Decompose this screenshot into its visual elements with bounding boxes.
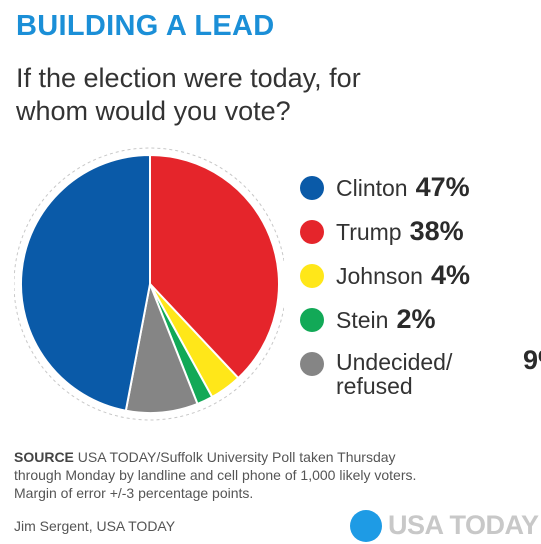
source-note: SOURCE USA TODAY/Suffolk University Poll… [14, 448, 534, 502]
source-line-3: Margin of error +/-3 percentage points. [14, 485, 254, 501]
brand-dot-icon [350, 510, 382, 542]
legend-name: Johnson [336, 263, 423, 289]
source-text: USA TODAY/Suffolk University Poll taken … [73, 449, 396, 465]
legend-item-stein: Stein 2% [300, 304, 535, 348]
legend: Clinton 47% Trump 38% Johnson 4% Stein 2% Un… [300, 172, 541, 398]
pie-chart [14, 147, 284, 421]
source-line-2: through Monday by landline and cell phon… [14, 467, 417, 483]
pie-slices [19, 154, 280, 414]
legend-label-stein: Stein 2% [336, 304, 435, 335]
legend-name-line-2: refused [336, 373, 413, 399]
legend-value: 47% [415, 172, 470, 202]
legend-label-trump: Trump 38% [336, 216, 464, 247]
legend-swatch-stein [300, 308, 324, 332]
source-label: SOURCE [14, 449, 74, 465]
chart-title: BUILDING A LEAD [16, 10, 275, 42]
legend-value: 9% [523, 345, 541, 375]
legend-item-johnson: Johnson 4% [300, 260, 535, 304]
legend-label-undecided: Undecided/refused 9% [336, 347, 541, 399]
chart-subtitle: If the election were today, for whom wou… [16, 62, 516, 128]
brand-name: USA TODAY [388, 510, 539, 540]
legend-item-undecided: Undecided/refused 9% [300, 347, 541, 398]
pie-slice-trump [149, 154, 280, 380]
legend-value: 38% [409, 216, 464, 246]
legend-label-clinton: Clinton 47% [336, 172, 470, 203]
legend-swatch-johnson [300, 264, 324, 288]
legend-item-clinton: Clinton 47% [300, 172, 535, 216]
legend-name: Trump [336, 219, 402, 245]
legend-item-trump: Trump 38% [300, 216, 535, 260]
legend-swatch-trump [300, 220, 324, 244]
pie-slice-clinton [19, 154, 151, 412]
credit-text: Jim Sergent, USA TODAY [14, 518, 176, 534]
legend-value: 4% [430, 260, 470, 290]
legend-label-johnson: Johnson 4% [336, 260, 470, 291]
legend-name: Clinton [336, 175, 408, 201]
legend-name-line-1: Undecided/ [336, 349, 453, 375]
legend-swatch-undecided [300, 352, 324, 376]
legend-value: 2% [396, 304, 436, 334]
legend-swatch-clinton [300, 176, 324, 200]
subtitle-line-2: whom would you vote? [16, 96, 291, 126]
subtitle-line-1: If the election were today, for [16, 63, 361, 93]
legend-name: Stein [336, 307, 389, 333]
